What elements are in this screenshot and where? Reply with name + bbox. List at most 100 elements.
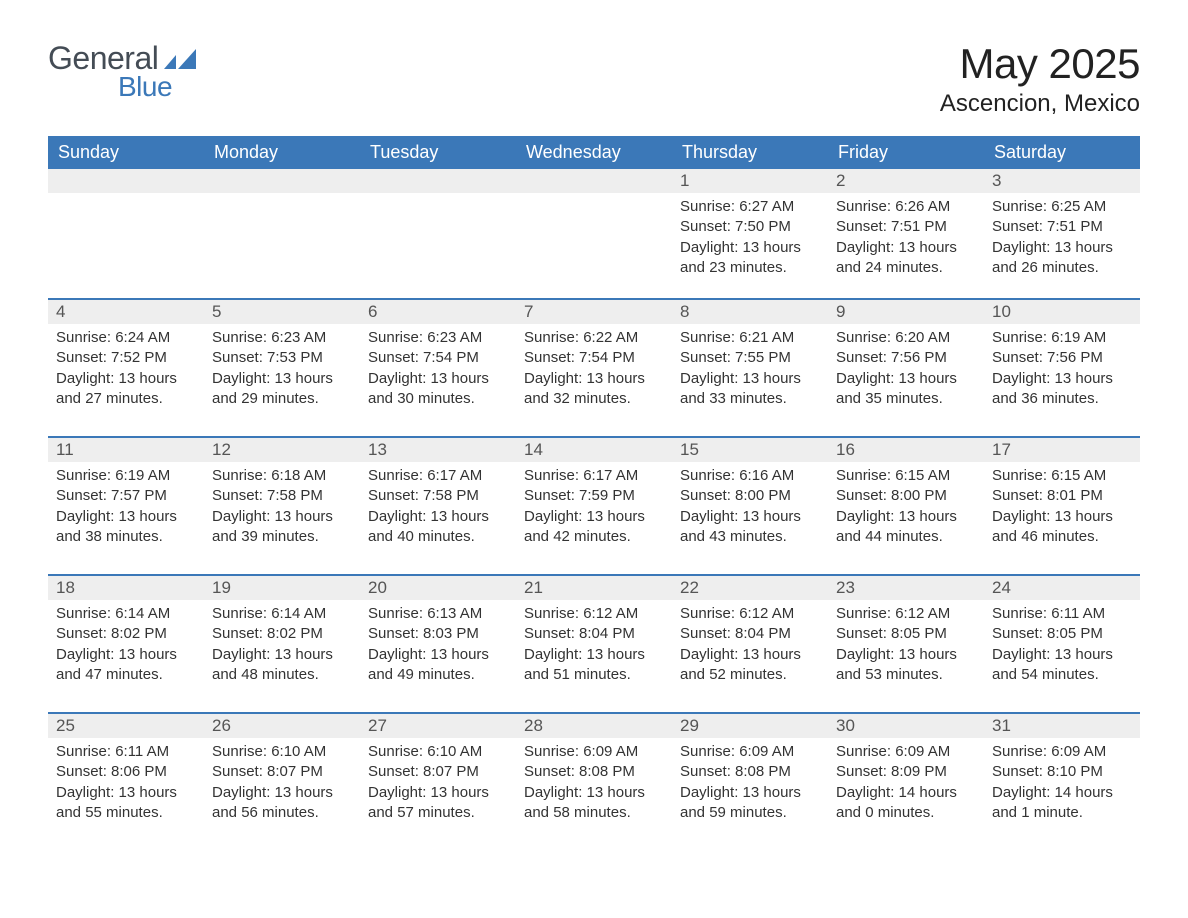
sunset-line: Sunset: 7:50 PM: [680, 217, 820, 237]
day-data: Sunrise: 6:09 AMSunset: 8:10 PMDaylight:…: [984, 738, 1140, 827]
weekday-header: Monday: [204, 136, 360, 169]
day-number: 25: [48, 714, 204, 738]
daylight-line: Daylight: 13 hours and 44 minutes.: [836, 507, 976, 548]
sunset-line: Sunset: 8:02 PM: [212, 624, 352, 644]
calendar-day-cell: 20Sunrise: 6:13 AMSunset: 8:03 PMDayligh…: [360, 575, 516, 713]
daylight-line: Daylight: 13 hours and 42 minutes.: [524, 507, 664, 548]
calendar-week-row: 25Sunrise: 6:11 AMSunset: 8:06 PMDayligh…: [48, 713, 1140, 851]
calendar-day-cell: 2Sunrise: 6:26 AMSunset: 7:51 PMDaylight…: [828, 169, 984, 299]
calendar-day-cell: 12Sunrise: 6:18 AMSunset: 7:58 PMDayligh…: [204, 437, 360, 575]
calendar-day-cell: 26Sunrise: 6:10 AMSunset: 8:07 PMDayligh…: [204, 713, 360, 851]
daylight-line: Daylight: 13 hours and 36 minutes.: [992, 369, 1132, 410]
daylight-line: Daylight: 13 hours and 24 minutes.: [836, 238, 976, 279]
sunset-line: Sunset: 8:07 PM: [368, 762, 508, 782]
daylight-line: Daylight: 13 hours and 47 minutes.: [56, 645, 196, 686]
weekday-header: Sunday: [48, 136, 204, 169]
day-number: 26: [204, 714, 360, 738]
day-number: 24: [984, 576, 1140, 600]
calendar-week-row: 1Sunrise: 6:27 AMSunset: 7:50 PMDaylight…: [48, 169, 1140, 299]
sunrise-line: Sunrise: 6:15 AM: [836, 466, 976, 486]
day-data: Sunrise: 6:11 AMSunset: 8:06 PMDaylight:…: [48, 738, 204, 827]
sunset-line: Sunset: 8:04 PM: [524, 624, 664, 644]
daylight-line: Daylight: 13 hours and 33 minutes.: [680, 369, 820, 410]
day-number: 20: [360, 576, 516, 600]
day-number: 18: [48, 576, 204, 600]
sunset-line: Sunset: 8:02 PM: [56, 624, 196, 644]
day-data: Sunrise: 6:15 AMSunset: 8:00 PMDaylight:…: [828, 462, 984, 551]
sunrise-line: Sunrise: 6:09 AM: [524, 742, 664, 762]
day-number: 23: [828, 576, 984, 600]
day-number-empty: [48, 169, 204, 193]
sunrise-line: Sunrise: 6:24 AM: [56, 328, 196, 348]
calendar-day-cell: 3Sunrise: 6:25 AMSunset: 7:51 PMDaylight…: [984, 169, 1140, 299]
weekday-header: Friday: [828, 136, 984, 169]
sunrise-line: Sunrise: 6:09 AM: [680, 742, 820, 762]
weekday-header: Wednesday: [516, 136, 672, 169]
calendar-day-cell: 17Sunrise: 6:15 AMSunset: 8:01 PMDayligh…: [984, 437, 1140, 575]
calendar-day-cell: 31Sunrise: 6:09 AMSunset: 8:10 PMDayligh…: [984, 713, 1140, 851]
day-number: 22: [672, 576, 828, 600]
day-number: 2: [828, 169, 984, 193]
day-data: Sunrise: 6:23 AMSunset: 7:54 PMDaylight:…: [360, 324, 516, 413]
day-number: 29: [672, 714, 828, 738]
day-data: Sunrise: 6:21 AMSunset: 7:55 PMDaylight:…: [672, 324, 828, 413]
sunrise-line: Sunrise: 6:14 AM: [56, 604, 196, 624]
sunrise-line: Sunrise: 6:14 AM: [212, 604, 352, 624]
sunset-line: Sunset: 8:09 PM: [836, 762, 976, 782]
day-number: 27: [360, 714, 516, 738]
day-data: Sunrise: 6:22 AMSunset: 7:54 PMDaylight:…: [516, 324, 672, 413]
title-block: May 2025 Ascencion, Mexico: [940, 40, 1140, 118]
day-number-empty: [516, 169, 672, 193]
sunset-line: Sunset: 7:58 PM: [368, 486, 508, 506]
calendar-day-cell: 1Sunrise: 6:27 AMSunset: 7:50 PMDaylight…: [672, 169, 828, 299]
calendar-week-row: 18Sunrise: 6:14 AMSunset: 8:02 PMDayligh…: [48, 575, 1140, 713]
day-number: 10: [984, 300, 1140, 324]
calendar-day-cell: [48, 169, 204, 299]
calendar-day-cell: 19Sunrise: 6:14 AMSunset: 8:02 PMDayligh…: [204, 575, 360, 713]
sunrise-line: Sunrise: 6:19 AM: [56, 466, 196, 486]
daylight-line: Daylight: 13 hours and 29 minutes.: [212, 369, 352, 410]
sunrise-line: Sunrise: 6:12 AM: [680, 604, 820, 624]
day-data: Sunrise: 6:09 AMSunset: 8:08 PMDaylight:…: [516, 738, 672, 827]
daylight-line: Daylight: 13 hours and 56 minutes.: [212, 783, 352, 824]
calendar-day-cell: [360, 169, 516, 299]
calendar-day-cell: 11Sunrise: 6:19 AMSunset: 7:57 PMDayligh…: [48, 437, 204, 575]
sunset-line: Sunset: 8:00 PM: [836, 486, 976, 506]
sunset-line: Sunset: 7:59 PM: [524, 486, 664, 506]
day-number-empty: [360, 169, 516, 193]
day-data: Sunrise: 6:12 AMSunset: 8:04 PMDaylight:…: [672, 600, 828, 689]
calendar-day-cell: 21Sunrise: 6:12 AMSunset: 8:04 PMDayligh…: [516, 575, 672, 713]
daylight-line: Daylight: 13 hours and 27 minutes.: [56, 369, 196, 410]
daylight-line: Daylight: 13 hours and 30 minutes.: [368, 369, 508, 410]
sunset-line: Sunset: 7:53 PM: [212, 348, 352, 368]
day-data: Sunrise: 6:10 AMSunset: 8:07 PMDaylight:…: [204, 738, 360, 827]
sunrise-line: Sunrise: 6:18 AM: [212, 466, 352, 486]
calendar-day-cell: 13Sunrise: 6:17 AMSunset: 7:58 PMDayligh…: [360, 437, 516, 575]
sunrise-line: Sunrise: 6:16 AM: [680, 466, 820, 486]
calendar-day-cell: 5Sunrise: 6:23 AMSunset: 7:53 PMDaylight…: [204, 299, 360, 437]
daylight-line: Daylight: 13 hours and 23 minutes.: [680, 238, 820, 279]
daylight-line: Daylight: 13 hours and 48 minutes.: [212, 645, 352, 686]
sunset-line: Sunset: 8:05 PM: [836, 624, 976, 644]
calendar-day-cell: 23Sunrise: 6:12 AMSunset: 8:05 PMDayligh…: [828, 575, 984, 713]
day-number: 30: [828, 714, 984, 738]
calendar-day-cell: 25Sunrise: 6:11 AMSunset: 8:06 PMDayligh…: [48, 713, 204, 851]
calendar-day-cell: [516, 169, 672, 299]
daylight-line: Daylight: 14 hours and 1 minute.: [992, 783, 1132, 824]
sunrise-line: Sunrise: 6:27 AM: [680, 197, 820, 217]
sunset-line: Sunset: 8:10 PM: [992, 762, 1132, 782]
day-data: Sunrise: 6:25 AMSunset: 7:51 PMDaylight:…: [984, 193, 1140, 282]
calendar-day-cell: 8Sunrise: 6:21 AMSunset: 7:55 PMDaylight…: [672, 299, 828, 437]
daylight-line: Daylight: 13 hours and 51 minutes.: [524, 645, 664, 686]
daylight-line: Daylight: 14 hours and 0 minutes.: [836, 783, 976, 824]
day-number: 15: [672, 438, 828, 462]
daylight-line: Daylight: 13 hours and 26 minutes.: [992, 238, 1132, 279]
sunset-line: Sunset: 8:00 PM: [680, 486, 820, 506]
location: Ascencion, Mexico: [940, 90, 1140, 118]
day-data: Sunrise: 6:12 AMSunset: 8:05 PMDaylight:…: [828, 600, 984, 689]
day-number: 3: [984, 169, 1140, 193]
sunrise-line: Sunrise: 6:10 AM: [368, 742, 508, 762]
daylight-line: Daylight: 13 hours and 43 minutes.: [680, 507, 820, 548]
calendar-day-cell: 14Sunrise: 6:17 AMSunset: 7:59 PMDayligh…: [516, 437, 672, 575]
sunset-line: Sunset: 7:57 PM: [56, 486, 196, 506]
